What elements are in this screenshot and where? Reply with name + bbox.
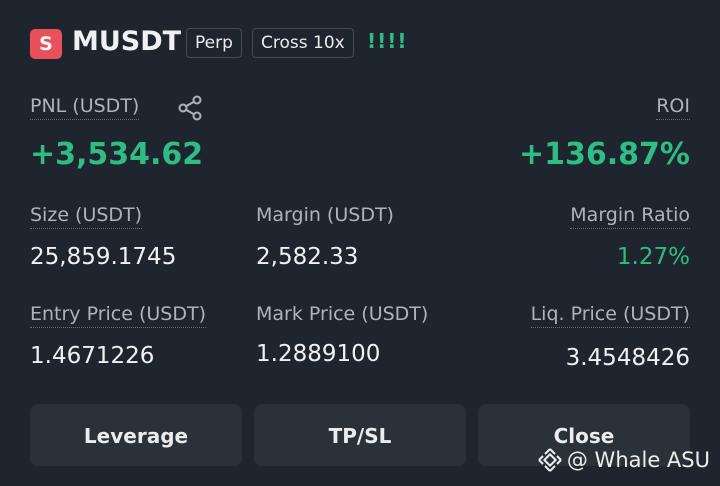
share-icon[interactable] [177, 94, 205, 122]
field-value: 1.4671226 [30, 343, 155, 369]
roi-value: +136.87% [519, 137, 690, 172]
close-button[interactable]: Close [478, 404, 690, 466]
field-value: 3.4548426 [565, 345, 690, 371]
tpsl-button[interactable]: TP/SL [254, 404, 466, 466]
tag: Cross 10x [252, 28, 354, 58]
roi-label: ROI [656, 95, 690, 120]
field-label: Margin (USDT) [256, 204, 394, 226]
field-value: 25,859.1745 [30, 244, 177, 270]
adl-indicator: !!!! [367, 29, 408, 53]
field-value: 1.27% [616, 244, 690, 270]
side-badge: S [30, 29, 62, 59]
symbol: MUSDT [72, 26, 182, 57]
field-label: Margin Ratio [570, 204, 690, 229]
field-label: Entry Price (USDT) [30, 303, 207, 328]
watermark-text: @ Whale ASU [566, 448, 710, 472]
tag: Perp [186, 28, 242, 58]
leverage-button[interactable]: Leverage [30, 404, 242, 466]
field-label: Size (USDT) [30, 204, 143, 229]
field-value: 2,582.33 [256, 244, 359, 270]
field-label: Mark Price (USDT) [256, 303, 429, 325]
pnl-label: PNL (USDT) [30, 95, 140, 120]
field-label: Liq. Price (USDT) [530, 303, 690, 328]
watermark: @ Whale ASU [537, 447, 710, 473]
watermark-logo [538, 448, 562, 472]
pnl-value: +3,534.62 [30, 137, 204, 172]
field-value: 1.2889100 [256, 341, 381, 367]
